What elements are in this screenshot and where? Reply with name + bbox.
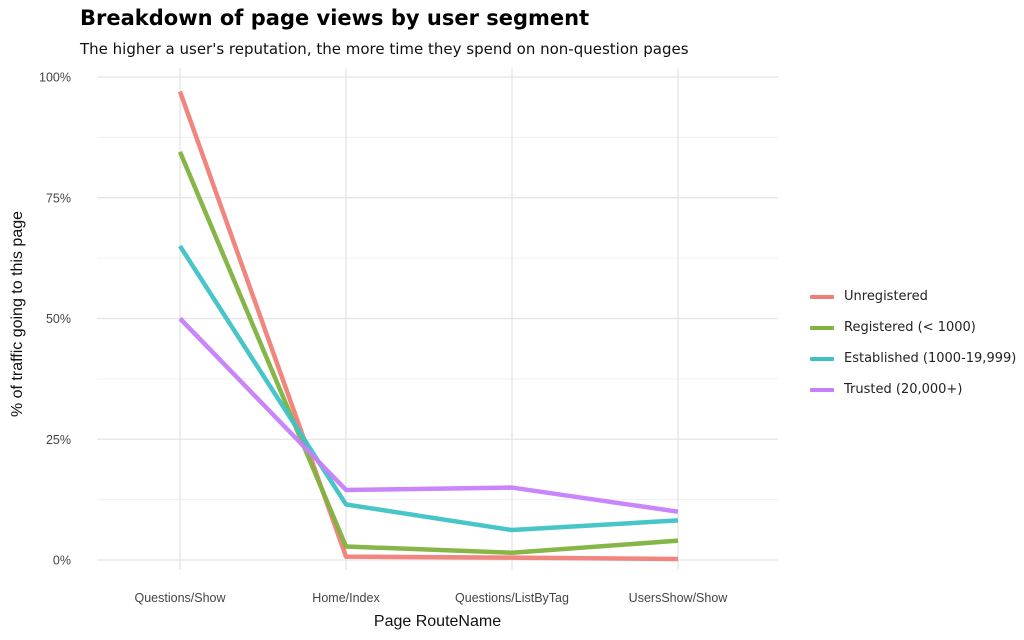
legend-swatch — [810, 325, 834, 330]
series-line-3 — [178, 244, 679, 533]
y-axis-label: % of traffic going to this page — [9, 211, 26, 417]
legend: Unregistered Registered (< 1000) Establish… — [810, 281, 1016, 405]
legend-swatch — [810, 356, 834, 361]
legend-label: Trusted (20,000+) — [844, 382, 963, 397]
y-tick-label: 25% — [46, 433, 71, 447]
legend-item: Registered (< 1000) — [810, 312, 1016, 343]
legend-item: Unregistered — [810, 281, 1016, 312]
legend-swatch — [810, 294, 834, 299]
legend-label: Established (1000-19,999) — [844, 351, 1017, 366]
y-tick-label: 75% — [46, 191, 71, 205]
x-tick-label: Questions/Show — [134, 591, 226, 605]
legend-label: Registered (< 1000) — [844, 320, 976, 335]
chart-title: Breakdown of page views by user segment — [80, 6, 590, 30]
y-tick-label: 100% — [39, 71, 71, 85]
x-axis-label: Page RouteName — [374, 613, 501, 630]
series-line-4 — [178, 316, 679, 514]
legend-label: Unregistered — [844, 289, 928, 304]
x-tick-label: UsersShow/Show — [629, 591, 729, 605]
chart-subtitle: The higher a user's reputation, the more… — [80, 40, 689, 58]
series-line-2 — [177, 150, 679, 556]
x-tick-label: Home/Index — [312, 591, 380, 605]
legend-item: Established (1000-19,999) — [810, 343, 1016, 374]
y-tick-label: 0% — [53, 554, 71, 568]
legend-item: Trusted (20,000+) — [810, 374, 1016, 405]
legend-swatch — [810, 387, 834, 392]
series-line-1 — [177, 90, 679, 562]
y-tick-label: 50% — [46, 312, 71, 326]
x-tick-label: Questions/ListByTag — [455, 591, 569, 605]
